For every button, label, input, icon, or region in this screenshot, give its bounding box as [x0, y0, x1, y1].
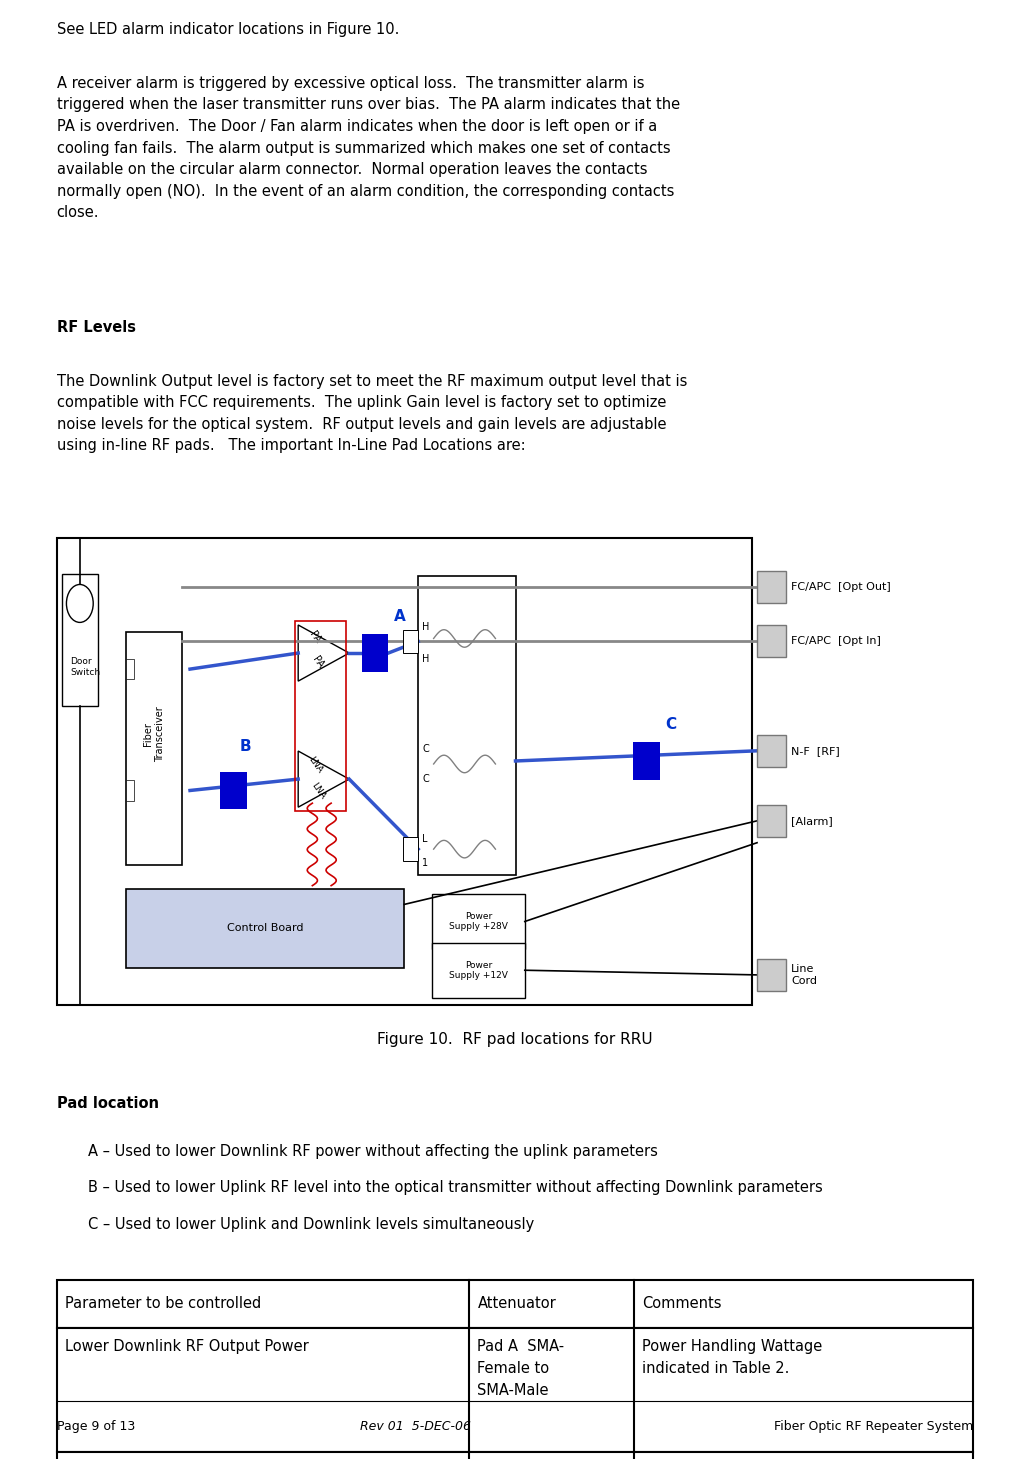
Text: Pad location: Pad location	[57, 1096, 159, 1110]
FancyBboxPatch shape	[62, 575, 98, 706]
FancyBboxPatch shape	[757, 735, 786, 767]
Text: LNA: LNA	[309, 781, 327, 801]
Text: Pad A  SMA-
Female to
SMA-Male: Pad A SMA- Female to SMA-Male	[477, 1339, 564, 1398]
Text: Fiber
Transceiver: Fiber Transceiver	[143, 706, 165, 762]
FancyBboxPatch shape	[57, 1452, 973, 1459]
Text: [Alarm]: [Alarm]	[791, 816, 833, 826]
Text: H: H	[422, 655, 430, 664]
FancyBboxPatch shape	[57, 1280, 973, 1328]
Text: B: B	[240, 740, 251, 754]
Text: A – Used to lower Downlink RF power without affecting the uplink parameters: A – Used to lower Downlink RF power with…	[88, 1144, 657, 1158]
Text: C – Used to lower Uplink and Downlink levels simultaneously: C – Used to lower Uplink and Downlink le…	[88, 1217, 534, 1231]
FancyBboxPatch shape	[757, 572, 786, 604]
Text: Line
Cord: Line Cord	[791, 964, 817, 986]
Text: PA: PA	[308, 629, 322, 645]
Text: Rev 01  5-DEC-06: Rev 01 5-DEC-06	[360, 1420, 472, 1433]
Text: A receiver alarm is triggered by excessive optical loss.  The transmitter alarm : A receiver alarm is triggered by excessi…	[57, 76, 680, 220]
FancyBboxPatch shape	[126, 889, 404, 967]
FancyBboxPatch shape	[403, 837, 418, 861]
FancyBboxPatch shape	[220, 772, 247, 810]
FancyBboxPatch shape	[403, 630, 418, 654]
Text: L: L	[422, 833, 427, 843]
Polygon shape	[298, 624, 349, 681]
Text: B – Used to lower Uplink RF level into the optical transmitter without affecting: B – Used to lower Uplink RF level into t…	[88, 1180, 822, 1195]
FancyBboxPatch shape	[126, 632, 181, 865]
FancyBboxPatch shape	[633, 743, 660, 781]
Text: Parameter to be controlled: Parameter to be controlled	[65, 1296, 262, 1312]
Circle shape	[66, 585, 93, 623]
Polygon shape	[298, 751, 349, 807]
Text: FC/APC  [Opt In]: FC/APC [Opt In]	[791, 636, 881, 646]
Text: Page 9 of 13: Page 9 of 13	[57, 1420, 135, 1433]
Text: PA: PA	[310, 655, 325, 671]
Text: Lower Downlink RF Output Power: Lower Downlink RF Output Power	[65, 1339, 309, 1354]
Text: C: C	[422, 773, 430, 783]
Text: Fiber Optic RF Repeater System: Fiber Optic RF Repeater System	[775, 1420, 973, 1433]
Text: RF Levels: RF Levels	[57, 320, 136, 334]
Text: Power Handling Wattage
indicated in Table 2.: Power Handling Wattage indicated in Tabl…	[643, 1339, 823, 1376]
FancyBboxPatch shape	[57, 1328, 973, 1452]
FancyBboxPatch shape	[433, 943, 524, 998]
Text: C: C	[665, 716, 677, 732]
Text: 1: 1	[422, 858, 428, 868]
FancyBboxPatch shape	[757, 805, 786, 837]
Text: LNA: LNA	[306, 754, 324, 775]
Text: Figure 10.  RF pad locations for RRU: Figure 10. RF pad locations for RRU	[377, 1032, 653, 1046]
FancyBboxPatch shape	[126, 781, 134, 801]
FancyBboxPatch shape	[433, 894, 524, 950]
FancyBboxPatch shape	[757, 959, 786, 991]
Text: Control Board: Control Board	[227, 924, 304, 934]
Text: Comments: Comments	[643, 1296, 722, 1312]
Text: N-F  [RF]: N-F [RF]	[791, 746, 839, 756]
FancyBboxPatch shape	[126, 659, 134, 680]
Text: The Downlink Output level is factory set to meet the RF maximum output level tha: The Downlink Output level is factory set…	[57, 374, 687, 454]
FancyBboxPatch shape	[418, 576, 515, 874]
Text: FC/APC  [Opt Out]: FC/APC [Opt Out]	[791, 582, 891, 592]
Text: Power
Supply +28V: Power Supply +28V	[449, 912, 508, 931]
Text: A: A	[393, 608, 405, 624]
FancyBboxPatch shape	[757, 624, 786, 657]
Text: C: C	[422, 744, 430, 754]
Text: H: H	[422, 622, 430, 632]
Text: See LED alarm indicator locations in Figure 10.: See LED alarm indicator locations in Fig…	[57, 22, 399, 36]
FancyBboxPatch shape	[362, 635, 388, 673]
Text: Door
Switch: Door Switch	[70, 658, 100, 677]
Text: Power
Supply +12V: Power Supply +12V	[449, 960, 508, 980]
FancyBboxPatch shape	[57, 538, 752, 1005]
Text: Attenuator: Attenuator	[477, 1296, 556, 1312]
